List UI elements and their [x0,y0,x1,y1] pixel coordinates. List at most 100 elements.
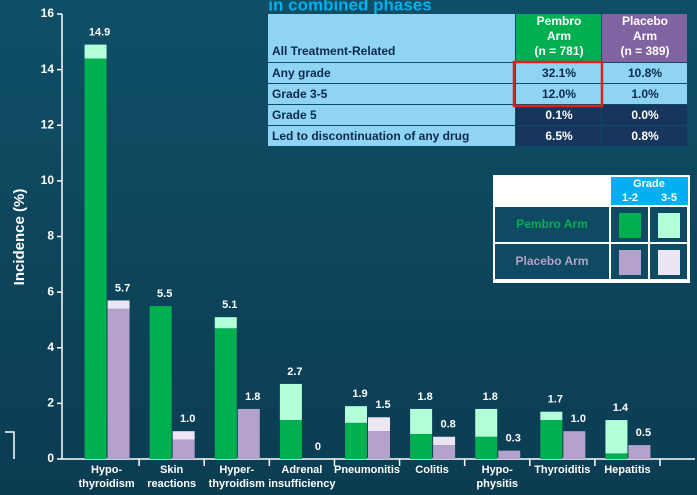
bar-segment [279,420,302,459]
bar-segment [279,383,302,421]
highlight-box [512,60,604,108]
y-tick-label: 8 [47,229,54,243]
table-cell [602,126,687,146]
table-header-cell [268,14,515,62]
legend-row [495,244,609,279]
legend-swatch [658,213,680,238]
legend-swatch [619,213,641,238]
table-cell [602,105,687,125]
table-header-cell [602,14,687,62]
bar-segment [475,408,498,437]
table-cell [602,63,687,83]
bar-segment [498,450,521,459]
value-label: 0.8 [440,419,455,431]
chart-title: in combined phases [268,0,431,14]
legend-grade: 3-5 [661,192,677,204]
bar-segment [540,411,563,421]
bar-segment [368,431,390,459]
y-axis-label: Incidence (%) [11,189,28,286]
table-cell-text: 0.8% [631,129,659,143]
table-cell [516,126,601,146]
table-cell-text: 32.1% [542,66,576,80]
table-cell-text: Grade 3-5 [272,87,328,101]
bar-segment [214,328,237,459]
table-header: Placebo [622,14,668,28]
x-tick-label: Pneumonitis [334,464,400,476]
table-cell-text: Grade 5 [272,108,317,122]
legend-row [495,207,609,242]
y-tick-label: 0 [47,451,54,465]
bar-segment [214,317,237,329]
y-tick-label: 14 [41,62,55,76]
y-tick-label: 12 [41,117,55,131]
value-label: 14.9 [89,27,110,39]
x-tick-label: Thyroiditis [534,464,590,476]
bar-segment [84,58,107,459]
value-label: 1.0 [180,413,195,425]
table-cell [268,126,515,146]
table-header: Arm [547,29,571,43]
bar-segment [475,436,498,459]
x-tick-label: thyroidism [78,478,134,490]
table-header: All Treatment-Related [272,44,395,58]
value-label: 5.7 [115,282,130,294]
table-cell-text: Any grade [272,66,331,80]
legend-header [611,177,688,205]
bar-segment [433,445,456,459]
table-cell-text: 1.0% [631,87,659,101]
table-header: (n = 781) [534,44,583,58]
bar-segment [540,420,563,459]
bar-segment [107,300,130,309]
table-cell-text: Led to discontinuation of any drug [272,129,469,143]
bar-segment [605,420,628,454]
bar-segment [107,308,130,459]
value-label: 1.8 [245,391,260,403]
table-cell [516,63,601,83]
value-label: 1.5 [375,399,390,411]
value-label: 2.7 [287,366,302,378]
y-tick-label: 4 [47,340,54,354]
x-tick-label: Hyper- [219,464,254,476]
bar-segment [237,408,260,459]
bar-segment [172,431,195,440]
bar-segment [410,433,433,459]
table-cell [516,105,601,125]
bar-segment [605,453,628,459]
value-label: 0.3 [506,433,521,445]
y-tick-label: 16 [41,6,55,20]
bar-segment [345,406,367,423]
table-cell-text: 12.0% [542,87,576,101]
value-label: 5.1 [222,299,237,311]
y-tick-label: 6 [47,284,54,298]
bar-segment [563,431,586,459]
table-cell-text: 6.5% [545,129,573,143]
x-tick-label: insufficiency [268,478,336,490]
legend-swatch [658,250,680,275]
value-label: 1.8 [483,391,498,403]
legend-label: Pembro Arm [516,217,588,231]
x-tick-label: Hypo- [482,464,514,476]
bar-segment [368,417,390,432]
value-label: 0 [315,441,321,453]
y-tick-label: 10 [41,173,55,187]
table-header: Arm [633,29,657,43]
x-tick-label: Skin [160,464,184,476]
table-cell-text: 10.8% [628,66,662,80]
y-tick-label: 2 [47,396,54,410]
legend-label: Placebo Arm [516,254,589,268]
table-header: (n = 389) [620,44,669,58]
value-label: 1.9 [352,388,367,400]
table-header: Pembro [537,14,582,28]
bar-segment [410,408,433,434]
bar-segment [149,306,172,459]
value-label: 1.4 [613,402,629,414]
x-tick-label: Hepatitis [604,464,650,476]
table-cell-text: 0.0% [631,108,659,122]
bar-segment [345,422,367,459]
table-cell [268,105,515,125]
table-cell [268,63,515,83]
bar-segment [628,445,651,459]
bar-segment [172,439,195,459]
x-tick-label: Colitis [415,464,449,476]
